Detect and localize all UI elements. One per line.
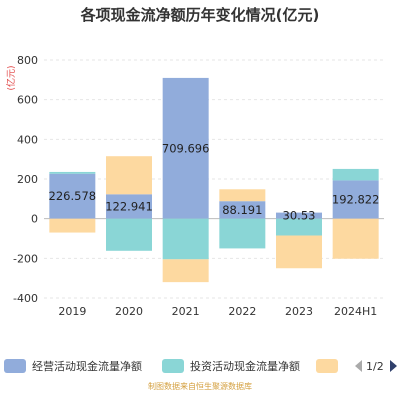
bar-segment-series-3[interactable] bbox=[106, 156, 152, 195]
bar-segment-series-2[interactable] bbox=[106, 218, 152, 251]
data-label: 122.941 bbox=[105, 199, 153, 213]
data-label: 30.53 bbox=[283, 209, 316, 223]
bar-segment-series-2[interactable] bbox=[219, 218, 266, 249]
source-note: 制图数据来自恒生聚源数据库 bbox=[148, 382, 252, 391]
x-tick-label: 2019 bbox=[58, 305, 86, 318]
data-label: 709.696 bbox=[162, 141, 210, 155]
bar-segment-series-3[interactable] bbox=[162, 259, 209, 283]
bar-segment-series-2[interactable] bbox=[332, 168, 379, 181]
legend-item-label[interactable]: 投资活动现金流量净额 bbox=[190, 359, 300, 373]
legend-next-page-icon[interactable] bbox=[390, 360, 397, 372]
bar-segment-series-3[interactable] bbox=[276, 235, 322, 269]
bar-segment-series-3[interactable] bbox=[49, 218, 96, 233]
bar-segment-series-3[interactable] bbox=[332, 218, 379, 259]
bar-segment-series-2[interactable] bbox=[162, 218, 209, 260]
bars bbox=[49, 77, 379, 283]
chart-title: 各项现金流净额历年变化情况(亿元) bbox=[80, 6, 320, 24]
y-tick-label: 800 bbox=[17, 54, 38, 67]
y-axis-unit-label: (亿元) bbox=[5, 65, 17, 90]
x-tick-label: 2022 bbox=[228, 305, 256, 318]
bar-segment-series-1[interactable] bbox=[332, 180, 379, 219]
y-tick-label: -400 bbox=[13, 292, 38, 305]
bar-segment-series-1[interactable] bbox=[49, 173, 96, 219]
bar-segment-series-1[interactable] bbox=[219, 201, 266, 219]
data-label: 226.578 bbox=[49, 189, 97, 203]
x-tick-label: 2023 bbox=[285, 305, 313, 318]
legend-prev-page-icon[interactable] bbox=[355, 360, 362, 372]
bar-segment-series-1[interactable] bbox=[106, 194, 152, 219]
bar-segment-series-2[interactable] bbox=[49, 171, 96, 174]
legend-item-label[interactable]: 经营活动现金流量净额 bbox=[32, 359, 142, 373]
bar-segment-series-2[interactable] bbox=[276, 218, 322, 236]
x-tick-label: 2020 bbox=[115, 305, 143, 318]
legend[interactable]: 经营活动现金流量净额 投资活动现金流量净额 1/2 bbox=[4, 359, 397, 373]
data-label: 88.191 bbox=[222, 203, 262, 217]
gridlines bbox=[44, 59, 384, 299]
x-tick-label: 2021 bbox=[172, 305, 200, 318]
legend-swatch[interactable] bbox=[4, 359, 26, 373]
legend-swatch[interactable] bbox=[316, 359, 338, 373]
y-tick-label: 200 bbox=[17, 173, 38, 186]
bar-segment-series-1[interactable] bbox=[276, 212, 322, 219]
x-tick-label: 2024H1 bbox=[334, 305, 377, 318]
legend-swatch[interactable] bbox=[162, 359, 184, 373]
y-tick-label: 400 bbox=[17, 133, 38, 146]
y-axis: -400 -200 0 200 400 600 800 bbox=[13, 54, 38, 305]
x-axis: 2019 2020 2021 2022 2023 2024H1 bbox=[58, 305, 377, 318]
y-tick-label: -200 bbox=[13, 252, 38, 265]
data-label: 192.822 bbox=[332, 193, 380, 207]
legend-page-indicator: 1/2 bbox=[366, 360, 384, 373]
y-tick-label: 0 bbox=[31, 213, 38, 226]
bar-segment-series-1[interactable] bbox=[162, 77, 209, 219]
data-labels: 226.578 122.941 709.696 88.191 30.53 192.822 bbox=[49, 141, 380, 222]
y-tick-label: 600 bbox=[17, 94, 38, 107]
bar-segment-series-3[interactable] bbox=[219, 189, 266, 202]
